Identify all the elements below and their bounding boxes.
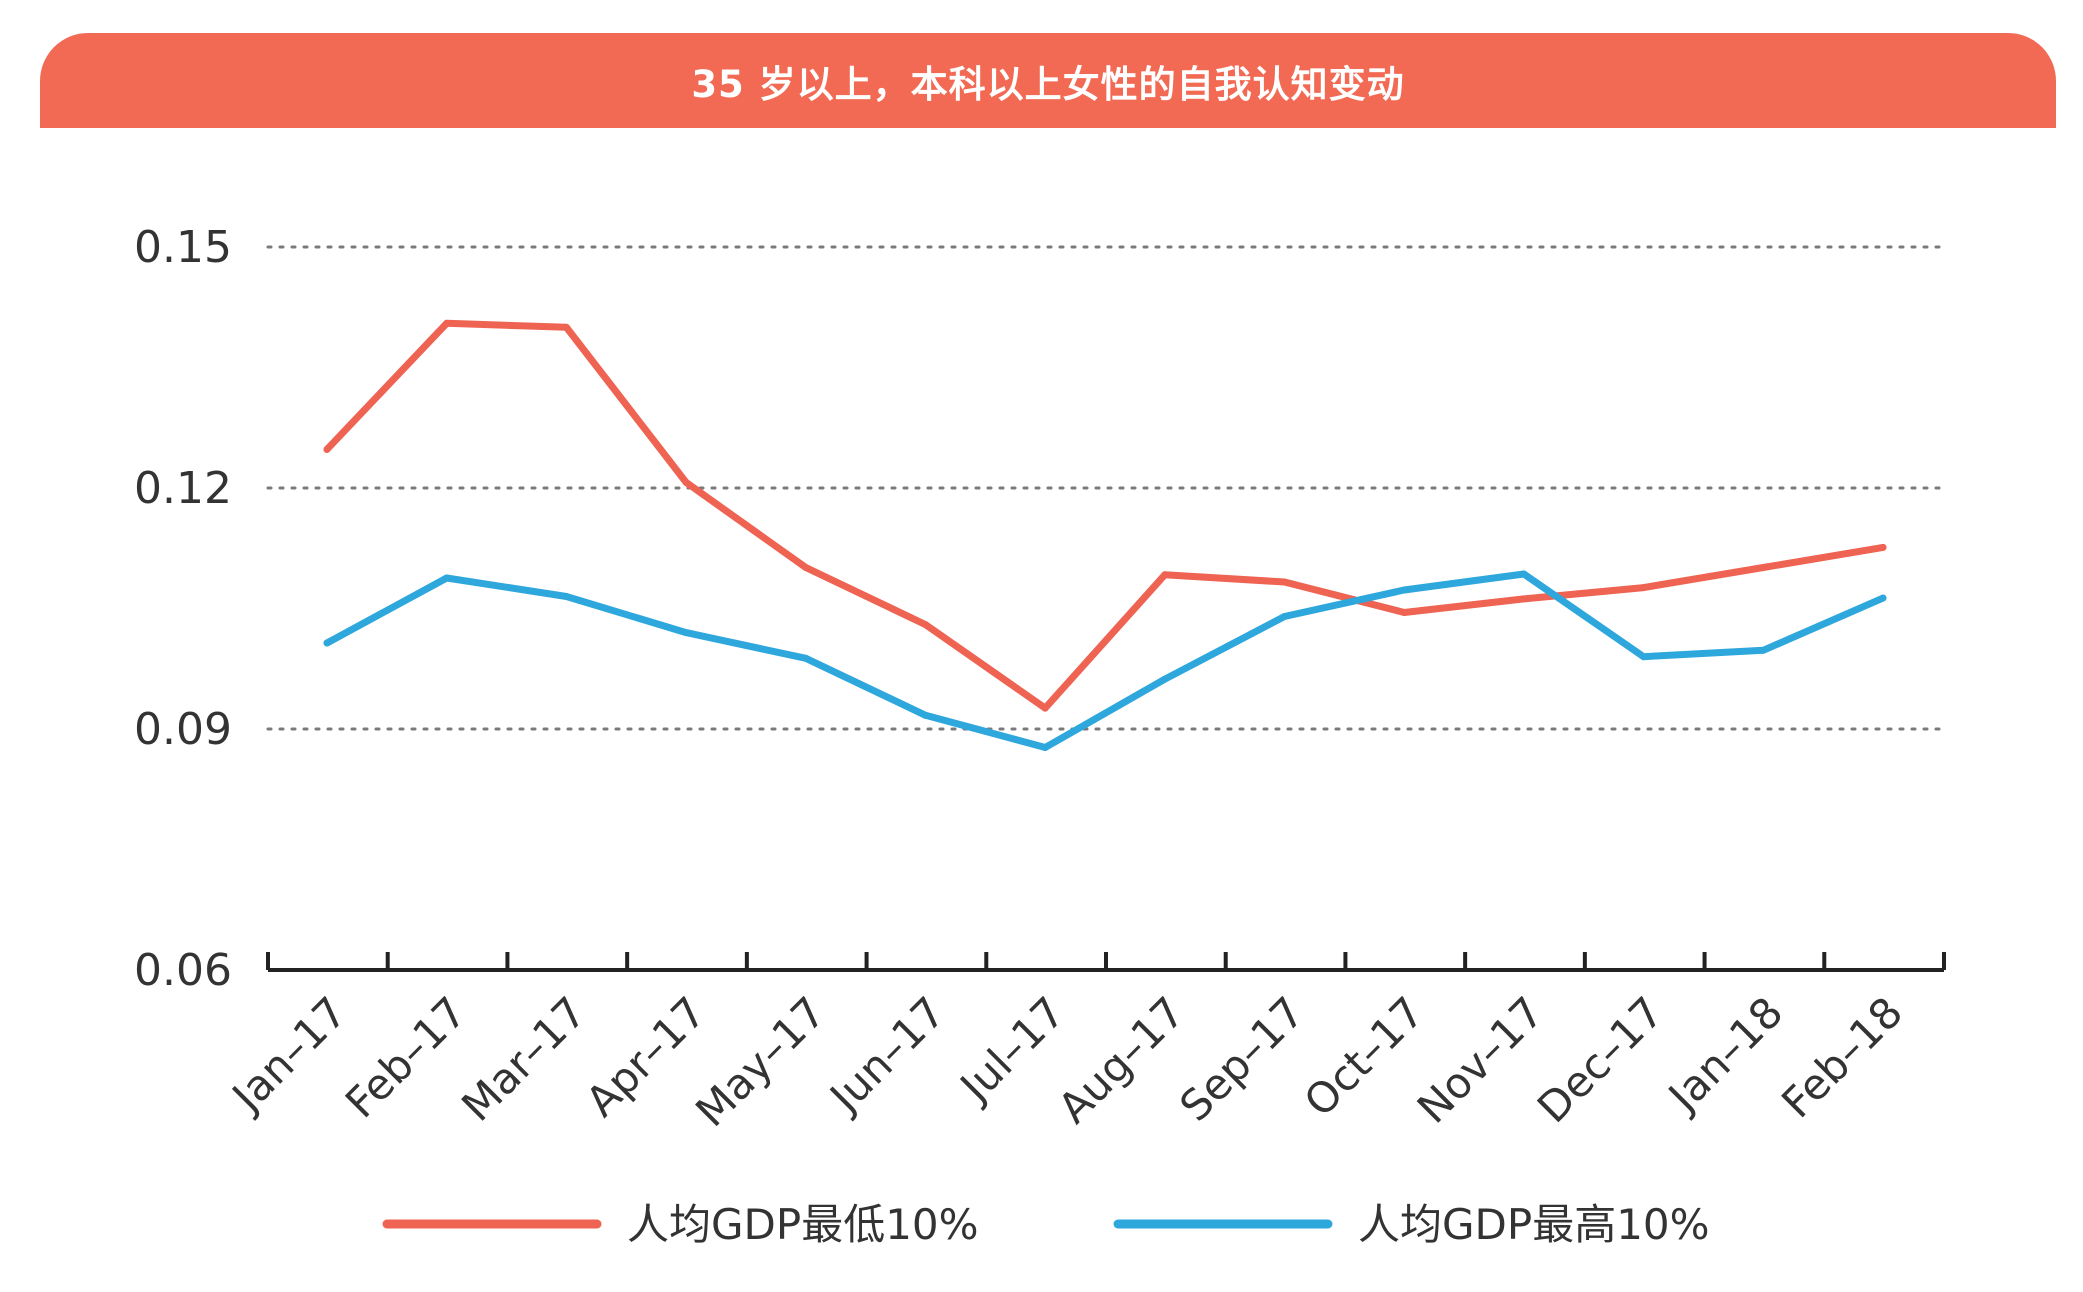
chart-title: 35 岁以上，本科以上女性的自我认知变动: [691, 62, 1405, 106]
x-tick-label: Jun–17: [819, 987, 955, 1123]
x-tick-label: Dec–17: [1528, 987, 1673, 1132]
y-tick-label: 0.15: [134, 222, 232, 273]
data-point: [682, 629, 690, 637]
x-tick-label: Sep–17: [1170, 987, 1313, 1130]
y-axis-tick-labels: 0.06 0.09 0.12 0.15: [134, 222, 232, 996]
x-tick-label: Mar–17: [452, 987, 595, 1130]
data-point: [1640, 653, 1648, 661]
data-point: [1161, 675, 1169, 683]
data-point: [921, 621, 929, 629]
data-point: [323, 445, 331, 453]
data-point: [1520, 595, 1528, 603]
legend-label: 人均GDP最低10%: [627, 1200, 979, 1249]
data-point: [1281, 613, 1289, 621]
x-axis: [266, 952, 1946, 972]
data-point: [562, 323, 570, 331]
data-point: [1041, 743, 1049, 751]
data-point: [1520, 570, 1528, 578]
legend: 人均GDP最低10% 人均GDP最高10%: [382, 1200, 1710, 1249]
x-tick-label: Nov–17: [1408, 987, 1553, 1132]
y-tick-label: 0.09: [134, 704, 232, 755]
y-tick-label: 0.06: [134, 945, 232, 996]
data-point: [1281, 578, 1289, 586]
series-line: [323, 319, 1887, 712]
series-1: [323, 319, 1887, 712]
series-2: [323, 570, 1887, 751]
series-lines: [323, 319, 1887, 751]
data-point: [921, 711, 929, 719]
data-point: [682, 478, 690, 486]
data-point: [802, 654, 810, 662]
x-tick-label: Feb–17: [336, 987, 476, 1127]
legend-label: 人均GDP最高10%: [1358, 1200, 1710, 1249]
data-point: [1879, 594, 1887, 602]
x-tick-label: Aug–17: [1049, 987, 1194, 1132]
x-tick-label: Jan–17: [221, 987, 356, 1122]
x-tick-label: May–17: [686, 987, 835, 1136]
data-point: [1400, 586, 1408, 594]
data-point: [1759, 646, 1767, 654]
x-tick-label: Feb–18: [1772, 987, 1912, 1127]
legend-item: 人均GDP最高10%: [1113, 1200, 1710, 1249]
data-point: [562, 592, 570, 600]
data-point: [1759, 564, 1767, 572]
data-point: [1041, 704, 1049, 712]
data-point: [443, 574, 451, 582]
grid-lines: [266, 245, 1946, 731]
data-point: [323, 639, 331, 647]
chart-title-banner: 35 岁以上，本科以上女性的自我认知变动: [40, 33, 2056, 128]
data-point: [1640, 584, 1648, 592]
series-line: [323, 570, 1887, 751]
data-point: [1879, 543, 1887, 551]
x-tick-label: Oct–17: [1295, 987, 1434, 1126]
data-point: [1161, 571, 1169, 579]
legend-item: 人均GDP最低10%: [382, 1200, 979, 1249]
y-tick-label: 0.12: [134, 463, 232, 514]
data-point: [443, 319, 451, 327]
x-tick-label: Jan–18: [1657, 987, 1792, 1122]
x-axis-tick-labels: Jan–17Feb–17Mar–17Apr–17May–17Jun–17Jul–…: [221, 987, 1912, 1136]
data-point: [802, 564, 810, 572]
data-point: [1400, 609, 1408, 617]
